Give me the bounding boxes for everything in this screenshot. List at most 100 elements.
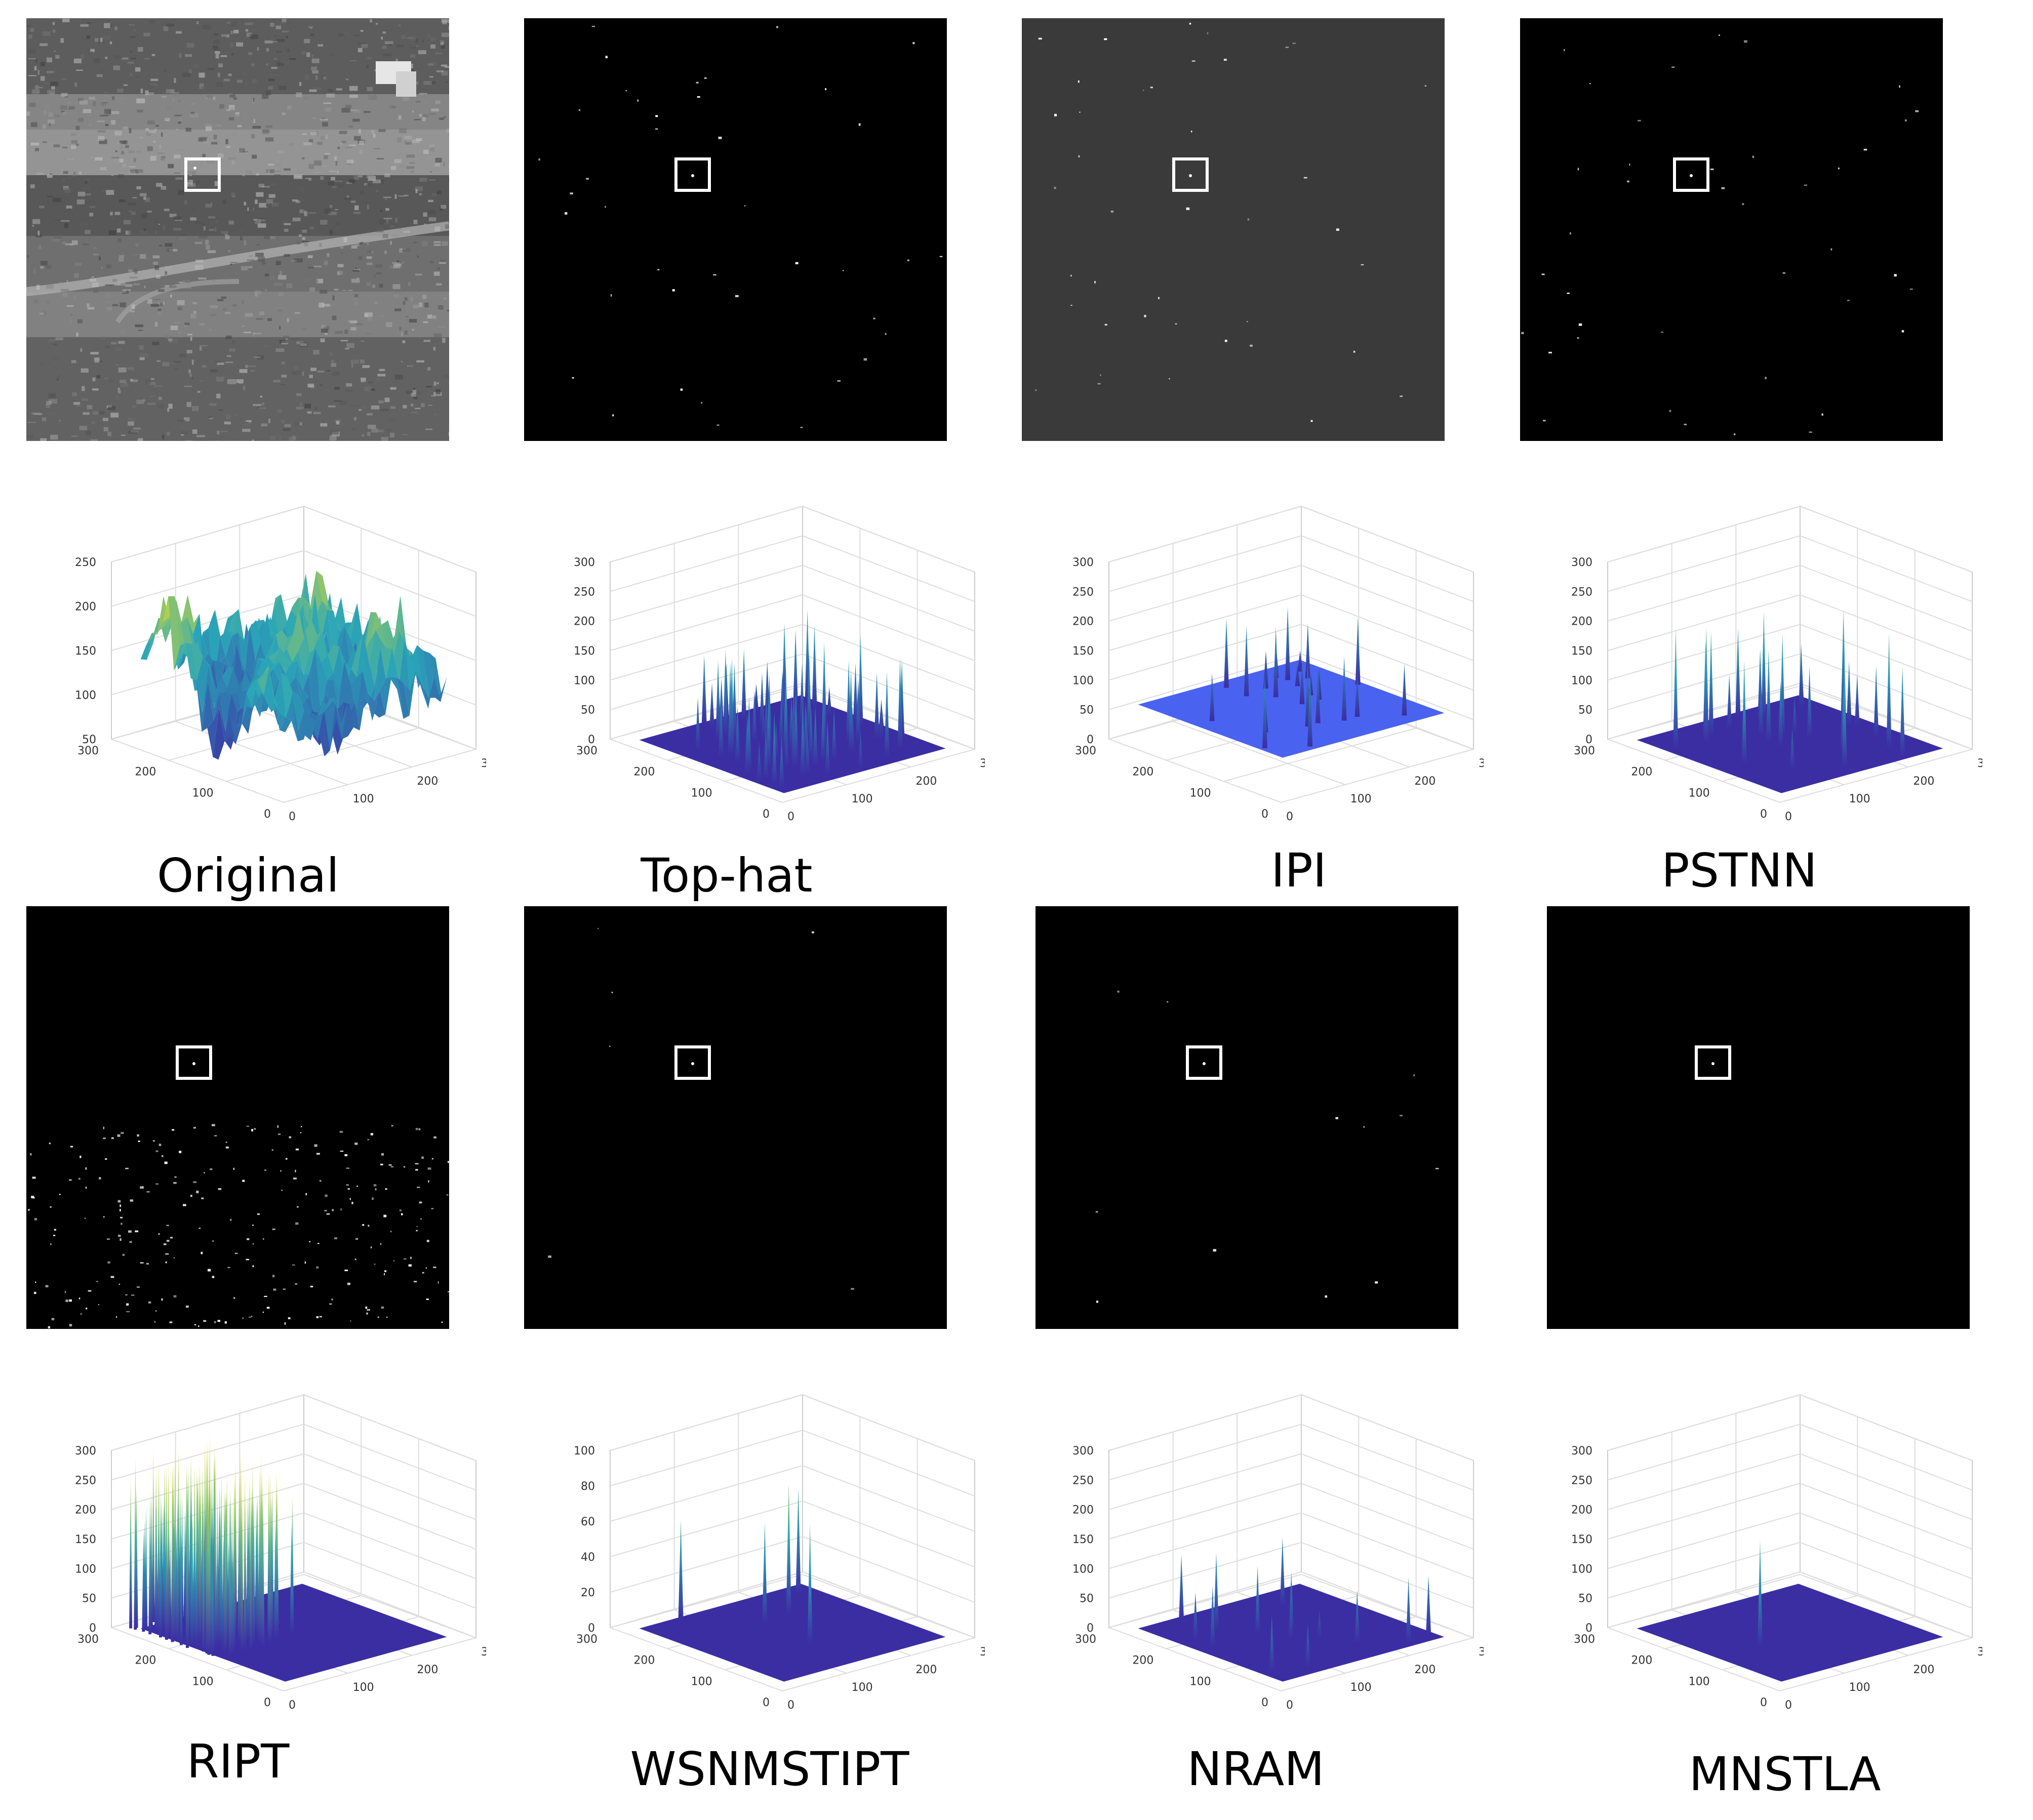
y-tick-label: 300 (1075, 745, 1096, 757)
caption-original: Original (156, 848, 339, 903)
y-tick-label: 200 (1132, 1654, 1153, 1667)
y-tick-label: 100 (192, 1675, 214, 1688)
x-tick-label: 200 (1913, 775, 1934, 788)
z-tick-label: 300 (1571, 1445, 1592, 1458)
z-tick-label: 300 (1072, 1445, 1094, 1458)
map-background (1022, 18, 1445, 441)
z-tick-label: 200 (1571, 616, 1592, 628)
z-tick-label: 100 (574, 1445, 595, 1458)
y-tick-label: 300 (1574, 1633, 1595, 1646)
z-tick-label: 100 (1571, 1563, 1592, 1575)
z-tick-labels: 0 50 100 150 200 250 300 (1072, 556, 1094, 746)
caption-pstnn: PSTNN (1661, 843, 1817, 898)
z-tick-label: 150 (1072, 645, 1094, 658)
target-point (691, 1062, 694, 1065)
z-tick-label: 0 (588, 734, 595, 746)
target-point (1203, 1062, 1206, 1065)
z-tick-label: 150 (574, 645, 595, 658)
x-tick-label: 100 (1849, 1681, 1870, 1694)
z-tick-label: 200 (574, 616, 595, 628)
z-tick-label: 50 (1080, 704, 1094, 717)
x-tick-label: 100 (852, 793, 873, 805)
y-tick-label: 200 (1631, 1654, 1652, 1667)
y-tick-label: 0 (264, 1696, 271, 1709)
z-tick-label: 300 (75, 1445, 96, 1458)
y-tick-label: 100 (691, 1675, 712, 1688)
surface-plot-nram: 0 50 100 150 200 250 300 300 200 100 0 0 100 200 300 (1013, 1372, 1484, 1716)
x-tick-label: 0 (289, 1699, 296, 1712)
z-tick-labels: 50 100 150 200 250 (75, 556, 96, 746)
x-tick-label: 100 (353, 1681, 374, 1694)
z-tick-label: 250 (75, 1474, 96, 1487)
image-wsnmstipt (524, 906, 947, 1329)
z-tick-label: 0 (588, 1622, 595, 1635)
target-point (1189, 174, 1192, 177)
z-tick-label: 150 (1571, 1533, 1592, 1546)
z-tick-label: 40 (581, 1551, 595, 1564)
surface (1637, 1540, 1943, 1682)
z-tick-labels: 0 50 100 150 200 250 300 (1571, 1445, 1592, 1635)
y-tick-labels: 300 200 100 0 (1075, 1633, 1268, 1709)
map-background (1520, 18, 1943, 441)
target-box (1673, 157, 1709, 192)
y-tick-label: 100 (1190, 1675, 1211, 1688)
x-tick-label: 0 (1286, 1699, 1293, 1712)
x-tick-label: 0 (1785, 1699, 1792, 1712)
z-tick-label: 250 (1571, 586, 1592, 598)
y-tick-label: 0 (763, 1696, 770, 1709)
image-original (26, 18, 449, 441)
y-tick-label: 100 (1689, 1675, 1710, 1688)
z-tick-label: 100 (75, 690, 96, 702)
z-tick-label: 100 (1571, 674, 1592, 687)
plot-grid (1607, 1394, 1973, 1691)
y-tick-labels: 300 200 100 0 (576, 1633, 770, 1709)
plot-grid (610, 505, 975, 803)
y-tick-labels: 300 200 100 0 (1574, 745, 1767, 821)
z-tick-label: 100 (574, 674, 595, 687)
z-tick-label: 250 (75, 556, 96, 569)
surface-plot-top-hat: 0 50 100 150 200 250 300 300 200 100 0 0 100 200 300 (514, 483, 985, 828)
z-tick-labels: 0 50 100 150 200 250 300 (574, 556, 595, 746)
image-mnstla (1547, 906, 1970, 1329)
x-tick-label: 300 (1479, 1646, 1484, 1659)
caption-wsnmstipt: WSNMSTIPT (630, 1742, 909, 1796)
y-tick-labels: 300 200 100 0 (77, 745, 271, 821)
z-tick-label: 300 (1571, 556, 1592, 569)
z-tick-label: 0 (1585, 734, 1592, 746)
z-tick-label: 150 (1571, 645, 1592, 658)
z-tick-label: 300 (574, 556, 595, 569)
target-box (1695, 1045, 1731, 1080)
x-tick-label: 300 (980, 1646, 985, 1659)
map-background (1547, 906, 1970, 1329)
y-tick-label: 200 (135, 766, 156, 779)
x-tick-label: 200 (417, 775, 438, 788)
target-box (674, 157, 711, 192)
y-tick-label: 0 (763, 808, 770, 821)
target-point (691, 174, 694, 177)
x-tick-labels: 0 100 200 300 (1286, 757, 1484, 823)
z-tick-label: 80 (581, 1480, 595, 1493)
z-tick-labels: 0 50 100 150 200 250 300 (75, 1445, 96, 1635)
x-tick-label: 100 (1350, 793, 1372, 805)
z-tick-label: 150 (75, 645, 96, 658)
x-tick-label: 300 (1977, 757, 1982, 770)
z-tick-label: 50 (1578, 704, 1592, 717)
map-background (26, 906, 449, 1329)
target-box (176, 1045, 212, 1080)
x-tick-label: 100 (1849, 793, 1870, 805)
y-tick-label: 200 (1132, 766, 1153, 779)
x-tick-label: 200 (915, 775, 937, 788)
y-tick-label: 0 (1261, 808, 1268, 821)
x-tick-label: 0 (787, 811, 794, 823)
surface (639, 610, 946, 793)
x-tick-labels: 0 100 200 300 (1785, 757, 1982, 823)
surface (1138, 606, 1445, 758)
caption-nram: NRAM (1187, 1742, 1325, 1796)
surface-plot-wsnmstipt: 0 20 40 60 80 100 300 200 100 0 0 100 200 300 (514, 1372, 985, 1716)
z-tick-label: 60 (581, 1516, 595, 1528)
target-box (1186, 1045, 1222, 1080)
x-tick-labels: 0 100 200 300 (1286, 1646, 1484, 1712)
z-tick-label: 100 (1072, 674, 1094, 687)
z-tick-label: 0 (1087, 734, 1094, 746)
